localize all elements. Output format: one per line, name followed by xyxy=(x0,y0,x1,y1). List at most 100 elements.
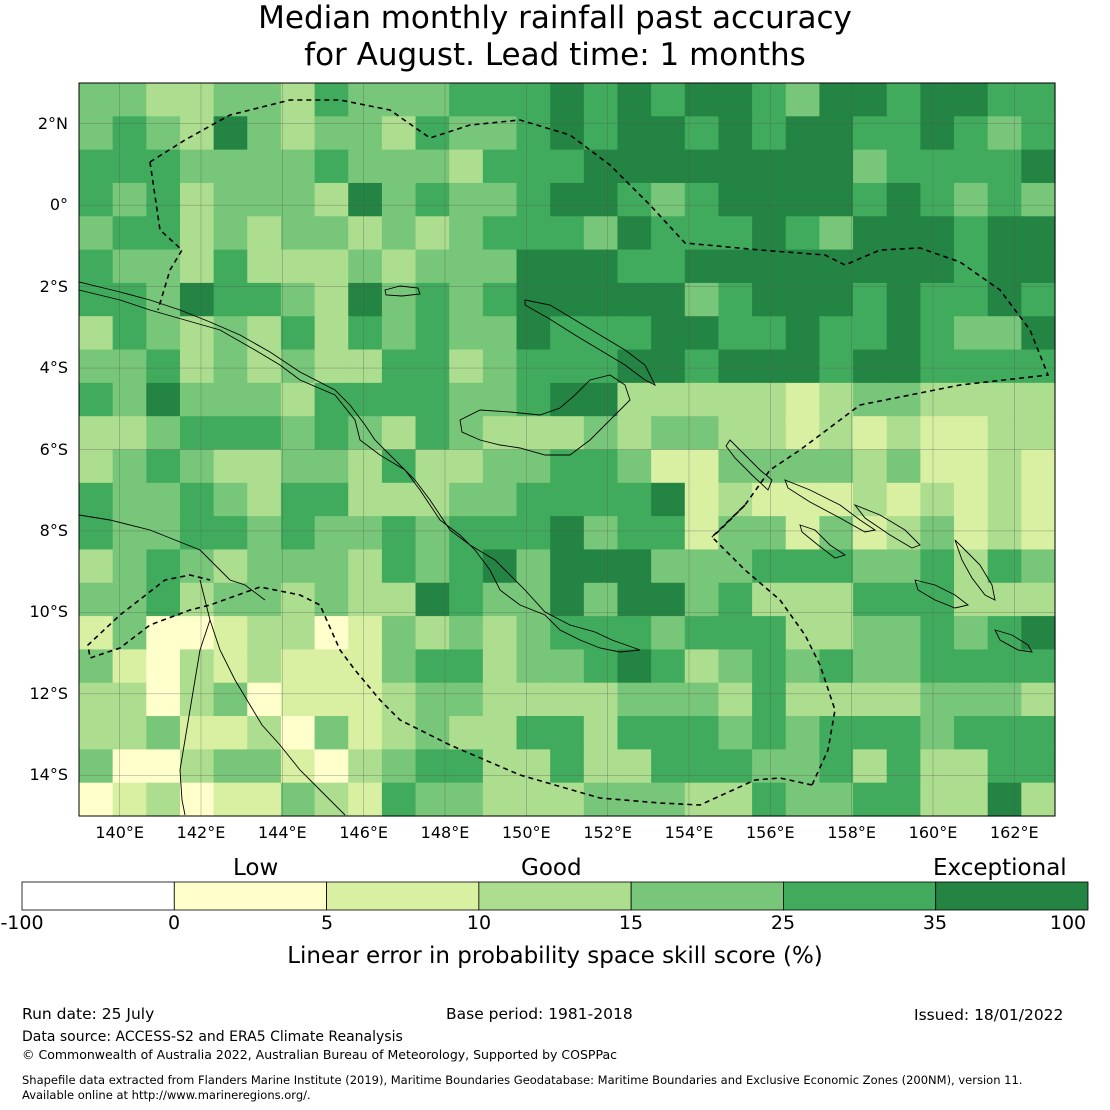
grid-cell xyxy=(617,716,652,750)
grid-cell xyxy=(920,216,955,251)
colorbar-segment xyxy=(326,881,480,911)
grid-cell xyxy=(247,749,282,784)
colorbar-tick-label: 25 xyxy=(770,912,796,934)
grid-cell xyxy=(785,83,821,117)
grid-cell xyxy=(583,649,619,684)
grid-cell xyxy=(617,349,652,384)
grid-cell xyxy=(516,749,551,784)
grid-cell xyxy=(415,416,450,451)
grid-cell xyxy=(213,782,248,817)
coastline-new-britain xyxy=(459,374,631,456)
grid-cell xyxy=(819,416,854,451)
grid-cell xyxy=(179,416,215,451)
grid-cell xyxy=(718,716,753,750)
grid-cell xyxy=(247,649,282,684)
grid-cell xyxy=(920,516,955,551)
grid-cell xyxy=(886,782,921,817)
grid-cell xyxy=(987,549,1022,584)
grid-cell xyxy=(1021,549,1056,584)
grid-cell xyxy=(920,349,955,384)
grid-cell xyxy=(482,782,518,817)
grid-cell xyxy=(684,116,720,151)
grid-cell xyxy=(146,482,181,517)
grid-cell xyxy=(617,482,652,517)
grid-cell xyxy=(886,482,921,517)
grid-cell xyxy=(247,516,282,551)
grid-cell xyxy=(213,349,248,384)
grid-cell xyxy=(718,416,753,451)
colorbar-segment xyxy=(21,881,175,911)
grid-cell xyxy=(1021,349,1056,384)
grid-cell xyxy=(280,482,316,517)
grid-cell xyxy=(381,316,417,351)
grid-cell xyxy=(247,682,282,717)
grid-cell xyxy=(280,316,316,351)
grid-cell xyxy=(112,316,147,351)
grid-cell xyxy=(482,149,518,184)
eez-png-south xyxy=(87,574,813,806)
grid-cell xyxy=(718,249,753,284)
grid-cell xyxy=(785,782,821,817)
latitude-tick-label: 4°S xyxy=(39,358,68,378)
grid-cell xyxy=(853,382,888,417)
grid-cell xyxy=(651,749,686,784)
grid-cell xyxy=(415,83,450,117)
grid-cell xyxy=(617,782,652,817)
grid-cell xyxy=(651,83,686,117)
grid-cell xyxy=(718,83,753,117)
grid-cell xyxy=(954,83,989,117)
grid-cell xyxy=(449,349,484,384)
grid-cell xyxy=(449,549,484,584)
grid-cell xyxy=(819,616,854,651)
grid-cell xyxy=(819,682,854,717)
grid-cell xyxy=(146,416,181,451)
grid-cell xyxy=(550,149,585,184)
grid-cell xyxy=(213,482,248,517)
grid-cell xyxy=(179,549,215,584)
grid-cell xyxy=(280,249,316,284)
grid-cell xyxy=(348,83,383,117)
grid-cell xyxy=(247,416,282,451)
grid-cell xyxy=(886,682,921,717)
grid-cell xyxy=(79,316,114,351)
longitude-tick-label: 162°E xyxy=(990,823,1039,842)
coastline-guadalcanal xyxy=(914,579,970,609)
grid-cell xyxy=(752,449,787,484)
grid-cell xyxy=(785,449,821,484)
grid-cell xyxy=(819,749,854,784)
grid-cell xyxy=(718,149,753,184)
latitude-tick-label: 10°S xyxy=(29,602,68,622)
colorbar-tick-label: 0 xyxy=(167,912,181,934)
grid-cell xyxy=(954,549,989,584)
grid-cell xyxy=(516,282,551,317)
grid-cell xyxy=(482,116,518,151)
grid-cell xyxy=(415,749,450,784)
latitude-tick-label: 6°S xyxy=(39,439,68,459)
grid-cell xyxy=(583,549,619,584)
grid-cell xyxy=(482,83,518,117)
grid-cell xyxy=(280,716,316,750)
grid-cell xyxy=(752,516,787,551)
grid-cell xyxy=(348,316,383,351)
grid-cell xyxy=(853,216,888,251)
grid-cell xyxy=(247,249,282,284)
grid-cell xyxy=(79,382,114,417)
grid-cell xyxy=(583,382,619,417)
grid-cell xyxy=(280,616,316,651)
grid-cell xyxy=(415,349,450,384)
grid-cell xyxy=(617,616,652,651)
grid-cell xyxy=(853,349,888,384)
grid-cell xyxy=(819,449,854,484)
grid-cell xyxy=(79,616,114,651)
grid-cell xyxy=(819,182,854,217)
grid-cell xyxy=(516,116,551,151)
grid-cell xyxy=(718,182,753,217)
grid-cell xyxy=(112,516,147,551)
grid-cell xyxy=(449,416,484,451)
grid-cell xyxy=(314,449,349,484)
grid-cell xyxy=(684,749,720,784)
grid-cell xyxy=(684,249,720,284)
grid-cell xyxy=(314,149,349,184)
grid-cell xyxy=(482,616,518,651)
grid-cell xyxy=(415,216,450,251)
